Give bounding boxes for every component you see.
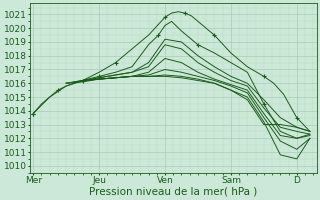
X-axis label: Pression niveau de la mer( hPa ): Pression niveau de la mer( hPa ): [89, 187, 257, 197]
